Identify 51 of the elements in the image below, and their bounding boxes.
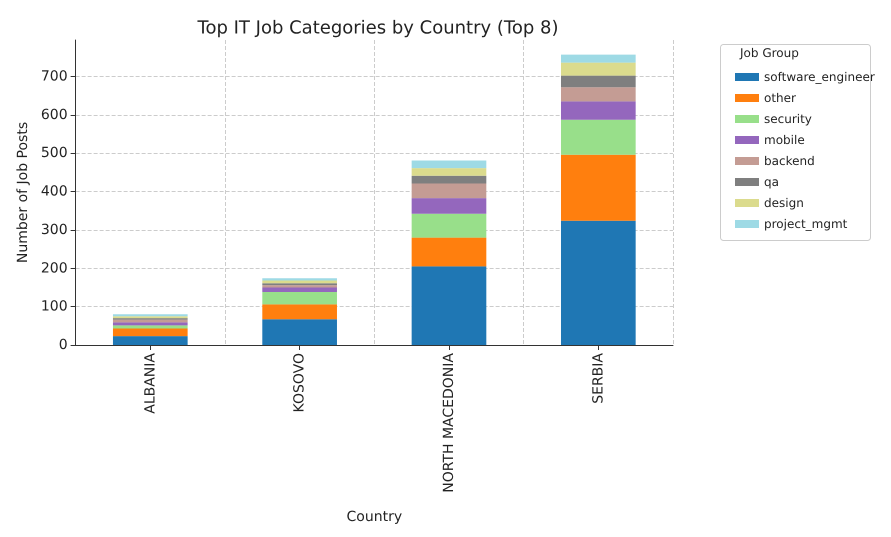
bar bbox=[262, 292, 337, 304]
bar bbox=[412, 176, 486, 184]
legend-title: Job Group bbox=[739, 46, 799, 60]
legend-label: qa bbox=[764, 175, 779, 189]
legend-label: security bbox=[764, 112, 812, 126]
bar bbox=[412, 168, 486, 176]
y-axis-title: Number of Job Posts bbox=[15, 122, 31, 264]
bar bbox=[560, 154, 636, 221]
y-tick-label: 200 bbox=[40, 260, 68, 276]
x-tick-label: ALBANIA bbox=[142, 352, 158, 414]
bar bbox=[560, 101, 636, 120]
x-tick-label: SERBIA bbox=[590, 352, 606, 404]
bar bbox=[112, 320, 188, 322]
y-tick-label: 500 bbox=[40, 145, 68, 162]
y-tick-label: 100 bbox=[40, 298, 68, 315]
y-tick-label: 400 bbox=[40, 184, 68, 200]
bar bbox=[412, 238, 486, 266]
bar bbox=[412, 160, 486, 168]
bar bbox=[412, 198, 486, 214]
x-axis-title: Country bbox=[346, 509, 402, 525]
bar bbox=[262, 304, 337, 320]
legend-label: backend bbox=[764, 154, 815, 168]
bar bbox=[112, 336, 188, 345]
legend-label: other bbox=[764, 91, 796, 105]
legend-label: project_mgmt bbox=[764, 217, 848, 231]
bar bbox=[560, 54, 636, 63]
bar bbox=[262, 319, 337, 345]
bar bbox=[262, 287, 337, 292]
bar bbox=[560, 76, 636, 88]
bar bbox=[560, 220, 636, 345]
y-tick-label: 600 bbox=[40, 106, 68, 123]
bar bbox=[262, 280, 337, 284]
bar bbox=[560, 120, 636, 155]
bar bbox=[560, 87, 636, 102]
bar bbox=[560, 62, 636, 76]
bar bbox=[112, 328, 188, 336]
bar bbox=[112, 322, 188, 326]
bar bbox=[412, 266, 486, 345]
y-tick-label: 700 bbox=[40, 68, 68, 84]
x-tick-label: KOSOVO bbox=[292, 353, 308, 412]
legend-label: design bbox=[764, 196, 804, 210]
chart-title: Top IT Job Categories by Country (Top 8) bbox=[196, 18, 558, 38]
bar bbox=[112, 325, 188, 329]
legend-label: mobile bbox=[764, 133, 805, 147]
bar bbox=[412, 214, 486, 238]
x-tick-label: NORTH MACEDONIA bbox=[440, 352, 457, 493]
y-tick-label: 300 bbox=[40, 222, 68, 238]
y-tick-label: 0 bbox=[58, 337, 68, 353]
bar bbox=[262, 278, 337, 281]
bar bbox=[412, 183, 486, 198]
legend-label: software_engineer bbox=[764, 70, 875, 84]
